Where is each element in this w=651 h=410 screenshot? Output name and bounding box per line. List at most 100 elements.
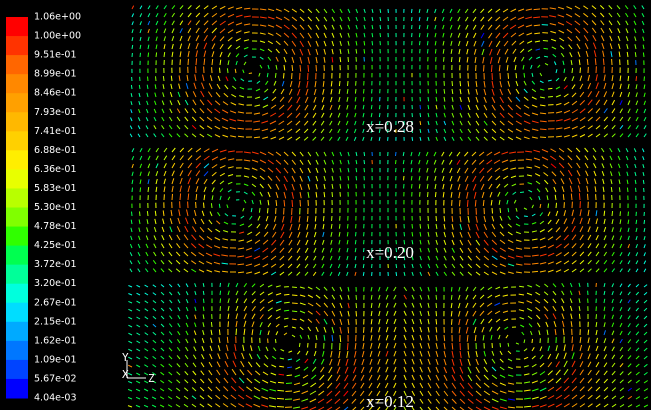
colorbar-label: 2.15e-01 <box>34 316 77 327</box>
vector <box>534 9 540 10</box>
vector <box>596 314 597 319</box>
colorbar-swatch <box>6 17 28 37</box>
section-label: x=0.20 <box>366 243 414 262</box>
vector <box>279 374 284 375</box>
vector <box>436 287 437 292</box>
colorbar-label: 4.78e-01 <box>34 221 77 232</box>
vector <box>444 216 445 221</box>
vector <box>188 59 189 65</box>
vector <box>628 76 629 81</box>
vector <box>131 85 132 89</box>
vector <box>595 58 596 65</box>
vector <box>612 211 613 216</box>
vector <box>404 232 405 236</box>
vector <box>219 329 220 335</box>
colorbar-swatch <box>6 93 28 113</box>
vector <box>371 303 372 308</box>
vector <box>372 97 373 101</box>
vector <box>292 303 298 304</box>
vector <box>396 160 397 164</box>
vector <box>635 52 636 57</box>
vector <box>147 211 148 216</box>
vector <box>180 193 181 200</box>
vector <box>403 160 404 164</box>
vector <box>428 192 429 197</box>
background <box>0 0 651 410</box>
vector <box>436 89 437 94</box>
vector <box>196 194 197 200</box>
vector <box>332 192 333 197</box>
vector <box>436 319 437 324</box>
vector <box>276 200 277 206</box>
vector <box>140 211 141 216</box>
vector <box>267 73 268 77</box>
vector <box>548 203 549 208</box>
vector <box>372 41 373 45</box>
vector <box>140 53 141 57</box>
vector <box>211 203 212 208</box>
axis-label: Z <box>148 372 155 385</box>
vector <box>419 25 420 29</box>
vector <box>348 224 349 229</box>
colorbar-swatch <box>6 360 28 380</box>
vector <box>636 220 637 224</box>
vector <box>196 58 197 65</box>
vector <box>364 41 365 45</box>
vector <box>156 76 157 81</box>
vector <box>636 76 637 81</box>
vector <box>285 391 292 392</box>
vector <box>532 271 538 272</box>
vector <box>340 57 341 62</box>
vector <box>356 295 357 300</box>
vector <box>428 224 429 229</box>
vector <box>380 17 381 21</box>
vector <box>500 208 501 213</box>
vector <box>451 57 452 62</box>
colorbar-label: 8.99e-01 <box>34 69 77 80</box>
axis-label: X <box>122 368 129 381</box>
vector <box>364 248 365 252</box>
vector <box>372 33 373 37</box>
vector <box>420 105 421 109</box>
colorbar-label: 5.83e-01 <box>34 183 77 194</box>
vector <box>204 203 205 208</box>
vector <box>412 9 413 13</box>
vector <box>211 322 212 327</box>
colorbar-label: 7.41e-01 <box>34 126 77 137</box>
vector <box>212 59 213 65</box>
vector <box>315 216 316 222</box>
vector <box>238 136 244 137</box>
vector <box>284 200 285 207</box>
vector <box>508 73 509 79</box>
vector <box>275 339 276 343</box>
colorbar-label: 8.46e-01 <box>34 88 77 99</box>
vector <box>619 187 620 192</box>
vector <box>475 200 476 207</box>
vector <box>284 302 290 303</box>
vector <box>356 232 357 236</box>
vector <box>420 113 421 117</box>
vector <box>532 263 539 264</box>
vector <box>452 319 453 325</box>
vector <box>380 33 381 37</box>
vector <box>363 256 364 260</box>
vector <box>548 88 552 89</box>
vector <box>620 211 621 216</box>
vector <box>563 194 564 200</box>
vector <box>396 152 397 156</box>
colorbar-swatch <box>6 208 28 228</box>
vector <box>444 57 445 62</box>
vector <box>348 57 349 62</box>
vector <box>292 287 297 288</box>
vector <box>444 335 445 341</box>
vector <box>364 49 365 54</box>
vector <box>284 73 285 78</box>
vector <box>339 81 340 86</box>
vector <box>227 68 228 73</box>
vector <box>356 311 357 316</box>
vector <box>403 168 404 172</box>
vector <box>452 81 453 86</box>
vector <box>227 337 228 343</box>
vector <box>412 17 413 21</box>
colorbar-swatch <box>6 74 28 94</box>
